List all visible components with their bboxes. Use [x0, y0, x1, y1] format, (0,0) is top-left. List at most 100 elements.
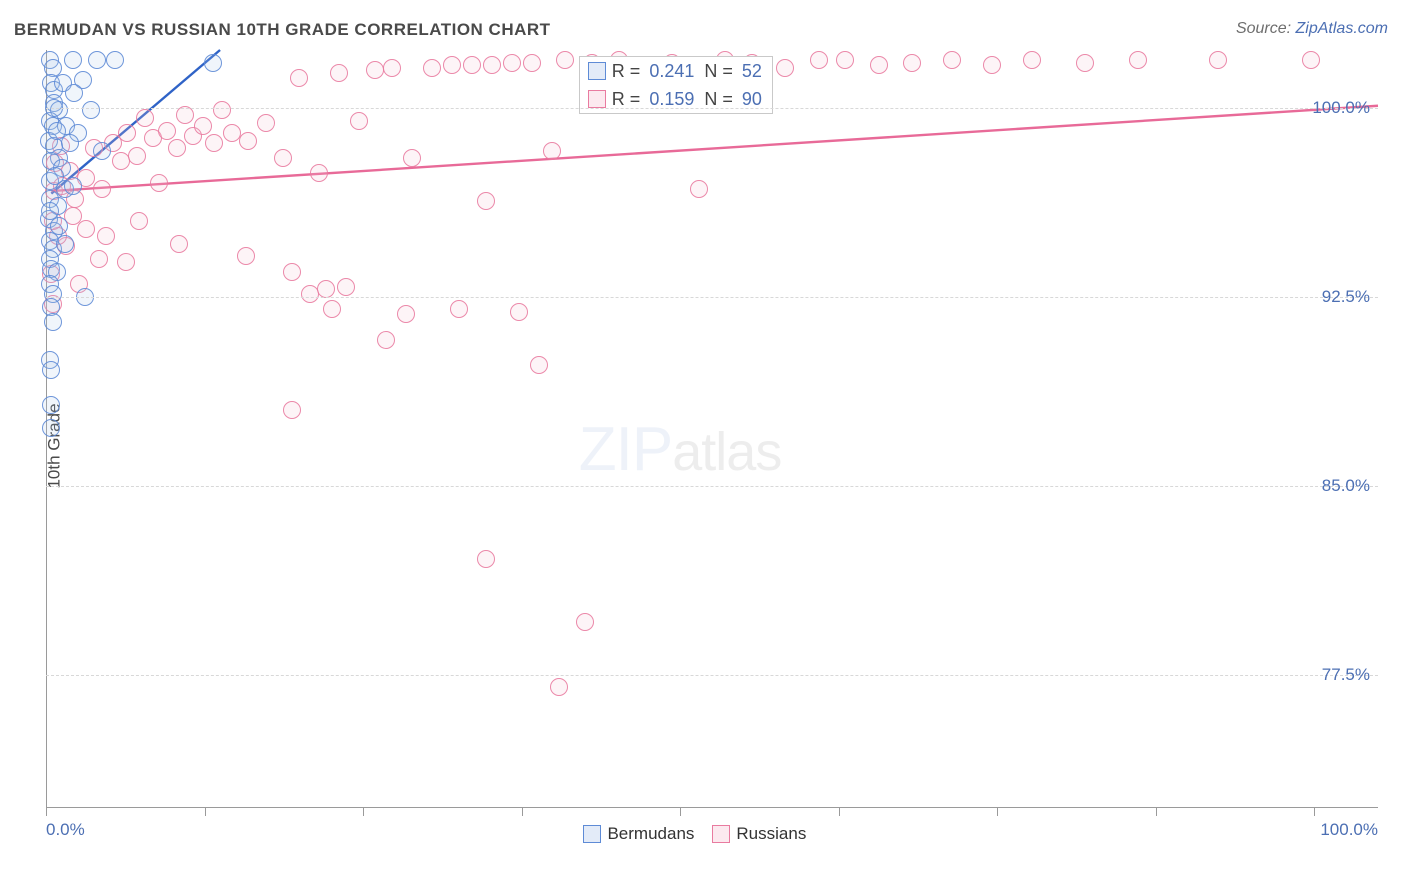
data-point-russians [194, 117, 212, 135]
ytick-label: 85.0% [1322, 476, 1370, 496]
scatter-layer [46, 50, 1378, 808]
xtick-label: 0.0% [46, 820, 85, 840]
data-point-russians [93, 180, 111, 198]
data-point-russians [836, 51, 854, 69]
data-point-bermudans [56, 235, 74, 253]
data-point-russians [903, 54, 921, 72]
data-point-russians [1209, 51, 1227, 69]
stats-swatch-icon [588, 90, 606, 108]
data-point-russians [283, 401, 301, 419]
data-point-bermudans [48, 122, 66, 140]
data-point-bermudans [44, 313, 62, 331]
data-point-russians [477, 550, 495, 568]
data-point-russians [576, 613, 594, 631]
xtick [46, 808, 47, 816]
data-point-russians [310, 164, 328, 182]
data-point-russians [237, 247, 255, 265]
gridline [46, 108, 1378, 109]
stats-n-value: 52 [737, 61, 762, 82]
data-point-bermudans [204, 54, 222, 72]
data-point-russians [983, 56, 1001, 74]
data-point-russians [550, 678, 568, 696]
source-label: Source: [1236, 20, 1291, 37]
data-point-russians [90, 250, 108, 268]
ytick-label: 92.5% [1322, 287, 1370, 307]
data-point-russians [128, 147, 146, 165]
data-point-russians [257, 114, 275, 132]
data-point-russians [530, 356, 548, 374]
stats-n-label: N = [704, 61, 733, 82]
data-point-russians [510, 303, 528, 321]
xtick [839, 808, 840, 816]
data-point-russians [443, 56, 461, 74]
data-point-russians [810, 51, 828, 69]
data-point-russians [283, 263, 301, 281]
data-point-russians [366, 61, 384, 79]
data-point-russians [213, 101, 231, 119]
data-point-russians [150, 174, 168, 192]
data-point-bermudans [42, 396, 60, 414]
stats-r-label: R = [612, 89, 641, 110]
data-point-russians [130, 212, 148, 230]
data-point-russians [543, 142, 561, 160]
title-text: BERMUDAN VS RUSSIAN 10TH GRADE CORRELATI… [14, 20, 551, 39]
data-point-russians [317, 280, 335, 298]
data-point-russians [97, 227, 115, 245]
xtick [363, 808, 364, 816]
xtick [680, 808, 681, 816]
stats-r-value: 0.159 [644, 89, 694, 110]
source-attribution: Source: ZipAtlas.com [1236, 20, 1388, 38]
gridline [46, 675, 1378, 676]
data-point-russians [290, 69, 308, 87]
legend-label-bermudans: Bermudans [607, 824, 694, 844]
data-point-russians [776, 59, 794, 77]
data-point-russians [112, 152, 130, 170]
data-point-bermudans [65, 84, 83, 102]
data-point-bermudans [42, 361, 60, 379]
data-point-russians [1023, 51, 1041, 69]
data-point-russians [1302, 51, 1320, 69]
chart-container: BERMUDAN VS RUSSIAN 10TH GRADE CORRELATI… [0, 0, 1406, 892]
ytick-label: 100.0% [1312, 98, 1370, 118]
stats-r-label: R = [612, 61, 641, 82]
data-point-russians [1129, 51, 1147, 69]
data-point-russians [158, 122, 176, 140]
stats-r-value: 0.241 [644, 61, 694, 82]
data-point-russians [176, 106, 194, 124]
data-point-russians [870, 56, 888, 74]
source-link[interactable]: ZipAtlas.com [1296, 20, 1388, 37]
data-point-russians [170, 235, 188, 253]
data-point-bermudans [82, 101, 100, 119]
data-point-bermudans [93, 142, 111, 160]
stats-n-label: N = [704, 89, 733, 110]
gridline [46, 297, 1378, 298]
data-point-russians [350, 112, 368, 130]
data-point-russians [450, 300, 468, 318]
series-legend: Bermudans Russians [565, 824, 806, 844]
stats-row-bermudans: R = 0.241 N = 52 [580, 57, 772, 85]
data-point-russians [168, 139, 186, 157]
data-point-russians [556, 51, 574, 69]
data-point-russians [523, 54, 541, 72]
stats-legend: R = 0.241 N = 52 R = 0.159 N = 90 [579, 56, 773, 114]
data-point-russians [323, 300, 341, 318]
data-point-russians [77, 220, 95, 238]
ytick-label: 77.5% [1322, 665, 1370, 685]
data-point-russians [337, 278, 355, 296]
data-point-russians [1076, 54, 1094, 72]
gridline [46, 486, 1378, 487]
xtick [1156, 808, 1157, 816]
data-point-russians [377, 331, 395, 349]
legend-swatch-russians [712, 825, 730, 843]
xtick [522, 808, 523, 816]
xtick [205, 808, 206, 816]
legend-label-russians: Russians [736, 824, 806, 844]
xtick-label: 100.0% [1320, 820, 1378, 840]
data-point-russians [136, 109, 154, 127]
data-point-russians [943, 51, 961, 69]
stats-n-value: 90 [737, 89, 762, 110]
data-point-russians [274, 149, 292, 167]
data-point-russians [463, 56, 481, 74]
stats-swatch-icon [588, 62, 606, 80]
data-point-bermudans [88, 51, 106, 69]
